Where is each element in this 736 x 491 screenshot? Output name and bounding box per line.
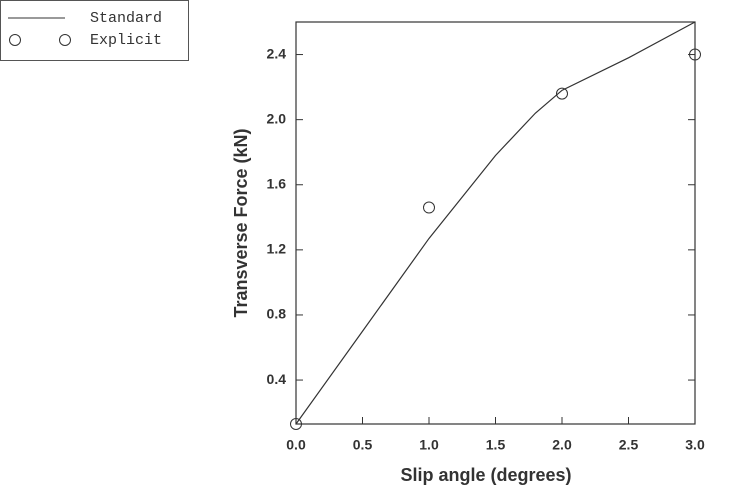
- y-axis-label: Transverse Force (kN): [231, 128, 251, 317]
- legend-marker: [59, 34, 71, 46]
- y-tick-label: 1.6: [267, 175, 287, 191]
- y-tick-label: 0.4: [267, 371, 287, 387]
- marker: [290, 418, 302, 430]
- legend-marker: [9, 34, 21, 46]
- plot-frame: [295, 21, 696, 425]
- x-tick-label: 3.0: [685, 437, 705, 453]
- x-tick-label: 0.5: [353, 437, 373, 453]
- marker: [556, 87, 568, 100]
- y-tick-label: 2.0: [267, 110, 287, 126]
- x-tick-label: 2.0: [552, 437, 572, 453]
- x-tick-label: 0.0: [286, 437, 306, 453]
- x-axis-label: Slip angle (degrees): [400, 465, 571, 485]
- x-tick-label: 2.5: [619, 437, 639, 453]
- legend-label: Standard: [90, 10, 162, 27]
- line: [295, 21, 696, 425]
- legend-box: [0, 0, 189, 61]
- y-tick-label: 0.8: [267, 306, 287, 322]
- x-tick-label: 1.5: [486, 437, 506, 453]
- marker: [689, 48, 701, 61]
- x-tick-label: 1.0: [419, 437, 439, 453]
- y-tick-label: 2.4: [267, 45, 287, 61]
- y-tick-label: 1.2: [267, 241, 287, 257]
- legend-label: Explicit: [90, 32, 162, 49]
- marker: [423, 201, 435, 214]
